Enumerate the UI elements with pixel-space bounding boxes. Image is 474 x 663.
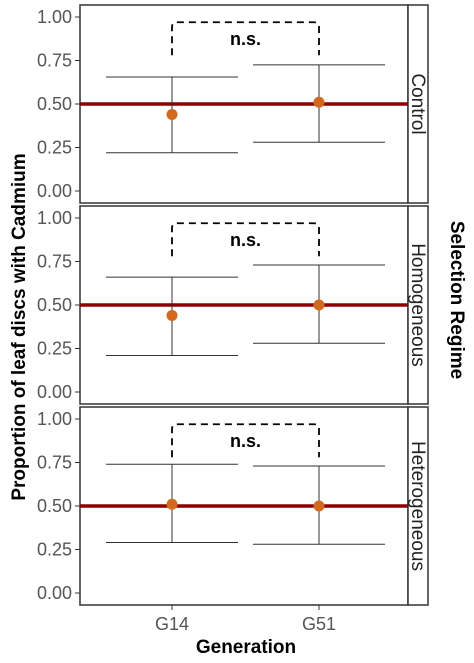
y-tick-label: 0.25 <box>37 138 72 158</box>
y-tick-label: 1.00 <box>37 208 72 228</box>
y-tick-label: 0.00 <box>37 382 72 402</box>
significance-bracket <box>171 423 320 458</box>
y-tick-label: 0.25 <box>37 540 72 560</box>
significance-bracket <box>171 222 320 257</box>
y-tick-label: 0.50 <box>37 94 72 114</box>
y-tick-label: 0.75 <box>37 51 72 71</box>
significance-label: n.s. <box>230 230 261 250</box>
y-tick-label: 0.50 <box>37 295 72 315</box>
data-point-g51 <box>313 500 325 512</box>
errorbar-g14 <box>106 463 238 544</box>
data-point-g14 <box>166 108 178 120</box>
y-tick-label: 0.75 <box>37 453 72 473</box>
errorbar-g51 <box>253 264 385 344</box>
data-point-g14 <box>166 498 178 510</box>
data-point-g14 <box>166 309 178 321</box>
strip-label: Heterogeneous <box>407 441 428 571</box>
significance-bracket <box>171 21 320 56</box>
data-point-g51 <box>313 299 325 311</box>
errorbar-g51 <box>253 465 385 545</box>
y-axis-title: Proportion of leaf discs with Cadmium <box>9 153 30 500</box>
x-tick-label: G14 <box>155 614 189 634</box>
significance-label: n.s. <box>230 29 261 49</box>
y-tick-label: 0.00 <box>37 181 72 201</box>
strip-label: Control <box>407 73 428 134</box>
data-point-g51 <box>313 96 325 108</box>
facet-title: Selection Regime <box>446 221 467 379</box>
panel-homogeneous: Homogeneous 0.00 0.25 0.50 0.75 1.00 n.s. <box>37 205 429 405</box>
y-tick-label: 0.50 <box>37 496 72 516</box>
significance-label: n.s. <box>230 431 261 451</box>
x-tick-label: G51 <box>302 614 336 634</box>
strip-label: Homogeneous <box>407 243 428 367</box>
x-axis-title: Generation <box>196 637 296 658</box>
errorbar-g14 <box>106 76 238 154</box>
errorbar-g51 <box>253 64 385 143</box>
y-tick-label: 1.00 <box>37 7 72 27</box>
y-tick-label: 0.75 <box>37 252 72 272</box>
panel-control: Control 0.00 0.25 0.50 0.75 1.00 n.s. <box>37 4 429 204</box>
y-tick-label: 0.00 <box>37 583 72 603</box>
y-tick-label: 1.00 <box>37 409 72 429</box>
panel-heterogeneous: Heterogeneous 0.00 0.25 0.50 0.75 1.00 n.s. <box>37 406 429 606</box>
y-tick-label: 0.25 <box>37 339 72 359</box>
errorbar-g14 <box>106 276 238 356</box>
panels-group: Control0.000.250.500.751.00n.s.Homogeneo… <box>37 4 429 634</box>
